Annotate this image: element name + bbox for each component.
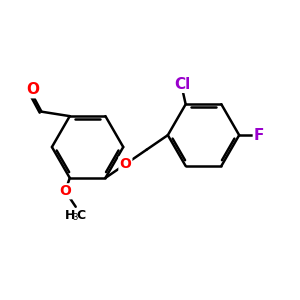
Text: C: C: [76, 209, 85, 222]
Text: O: O: [27, 82, 40, 97]
Text: H: H: [65, 209, 76, 222]
Text: 3: 3: [72, 213, 78, 222]
Text: F: F: [254, 128, 264, 142]
Text: O: O: [59, 184, 71, 198]
Text: Cl: Cl: [175, 77, 191, 92]
Text: O: O: [119, 157, 131, 171]
